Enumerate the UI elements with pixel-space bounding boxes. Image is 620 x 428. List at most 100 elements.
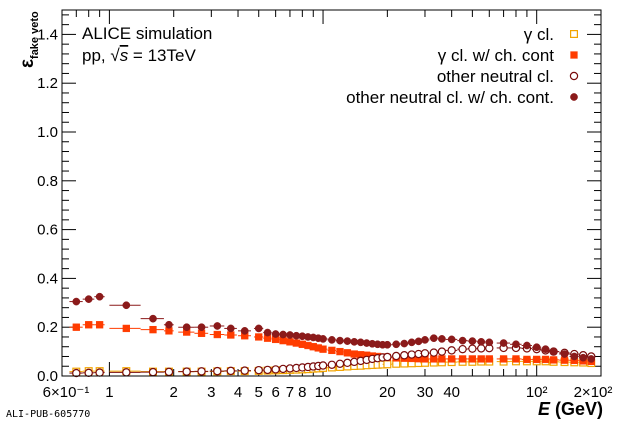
data-point [213,322,222,330]
annotation-collision-prefix: pp, [82,46,110,65]
data-point [447,346,456,355]
data-point [271,365,280,374]
y-tick-label: 0.0 [37,368,58,385]
data-point [95,321,104,329]
x-tick-label: 6×10⁻¹ [43,384,90,401]
data-point [318,361,328,370]
data-point [421,336,429,344]
data-point [468,337,477,345]
y-tick-label: 0.2 [37,319,58,336]
data-point [226,324,235,333]
x-tick-label: 1 [105,384,113,401]
data-point [438,355,446,363]
data-point [148,367,158,377]
x-tick-label: 5 [255,384,263,401]
x-tick-label: 4 [234,384,242,401]
data-point [122,324,130,333]
data-point [279,330,287,339]
data-point [383,340,392,349]
annotation-collision: pp, √s = 13TeV [82,46,196,65]
data-point [400,339,409,348]
data-point [343,349,352,357]
data-point [458,344,467,354]
publication-id: ALI-PUB-605770 [6,409,90,420]
data-point [213,330,221,339]
data-point [271,330,280,338]
legend-label: γ cl. [524,25,554,44]
data-point [336,347,344,356]
y-tick-label: 0.4 [37,270,58,287]
x-tick-label: 30 [417,384,434,401]
x-axis-title: E (GeV) [538,399,603,419]
data-point [477,344,486,353]
data-point [286,338,294,346]
data-point [468,355,477,363]
data-point [343,337,352,345]
data-point [523,355,531,364]
x-tick-label: 7 [286,384,294,401]
data-point [95,368,104,377]
annotation-sqrt-symbol: √ [110,46,120,65]
data-point [122,301,131,310]
data-point [84,295,93,303]
data-point [350,350,358,358]
y-axis-title: εfake veto [17,11,41,68]
data-point [263,365,272,375]
data-point [533,355,541,364]
data-point [391,351,401,361]
x-tick-label: 2 [170,384,178,401]
data-point [477,355,485,363]
data-point [227,331,235,339]
legend-label: other neutral cl. w/ ch. cont. [346,88,554,107]
x-tick-label: 6 [271,384,279,401]
x-tick-label: 8 [298,384,306,401]
data-point [255,333,263,341]
data-point [84,368,93,378]
data-point [407,350,416,359]
data-point [420,349,430,358]
data-point [328,346,336,355]
data-point [512,355,520,363]
data-point [254,365,263,375]
data-point [327,360,337,369]
data-point [319,335,327,343]
legend-marker [569,30,578,39]
data-point [72,297,81,306]
data-point [350,337,359,346]
data-point [240,327,249,335]
data-point [549,347,558,356]
y-tick-label: 1.0 [37,124,58,141]
data-point [240,366,249,375]
x-tick-label: 10² [526,384,548,401]
y-tick-label: 1.2 [37,75,58,92]
legend-marker [570,51,578,59]
data-point [532,343,541,352]
plot-frame [61,9,602,377]
data-point [523,341,531,350]
data-point [319,345,327,353]
data-point [164,367,174,377]
series-4 [69,292,596,363]
annotation-s: s [120,46,129,65]
data-point [149,325,157,334]
x-axis-variable: E [538,399,551,419]
y-axis-symbol: ε [17,59,38,68]
data-point [579,353,588,362]
data-point [278,364,288,374]
data-point [400,351,409,360]
legend-label: other neutral cl. [437,67,554,86]
y-tick-label: 0.6 [37,222,58,239]
data-series [69,292,596,378]
data-point [392,340,401,349]
data-point [429,348,439,357]
data-point [549,356,558,364]
data-point [336,336,344,345]
annotation-title: ALICE simulation [82,24,212,43]
data-point [328,336,336,344]
data-point [499,355,508,363]
data-point [383,352,392,362]
legend: γ cl. γ cl. w/ ch. cont other neutral cl. o… [346,25,579,107]
y-tick-label: 0.8 [37,173,58,190]
